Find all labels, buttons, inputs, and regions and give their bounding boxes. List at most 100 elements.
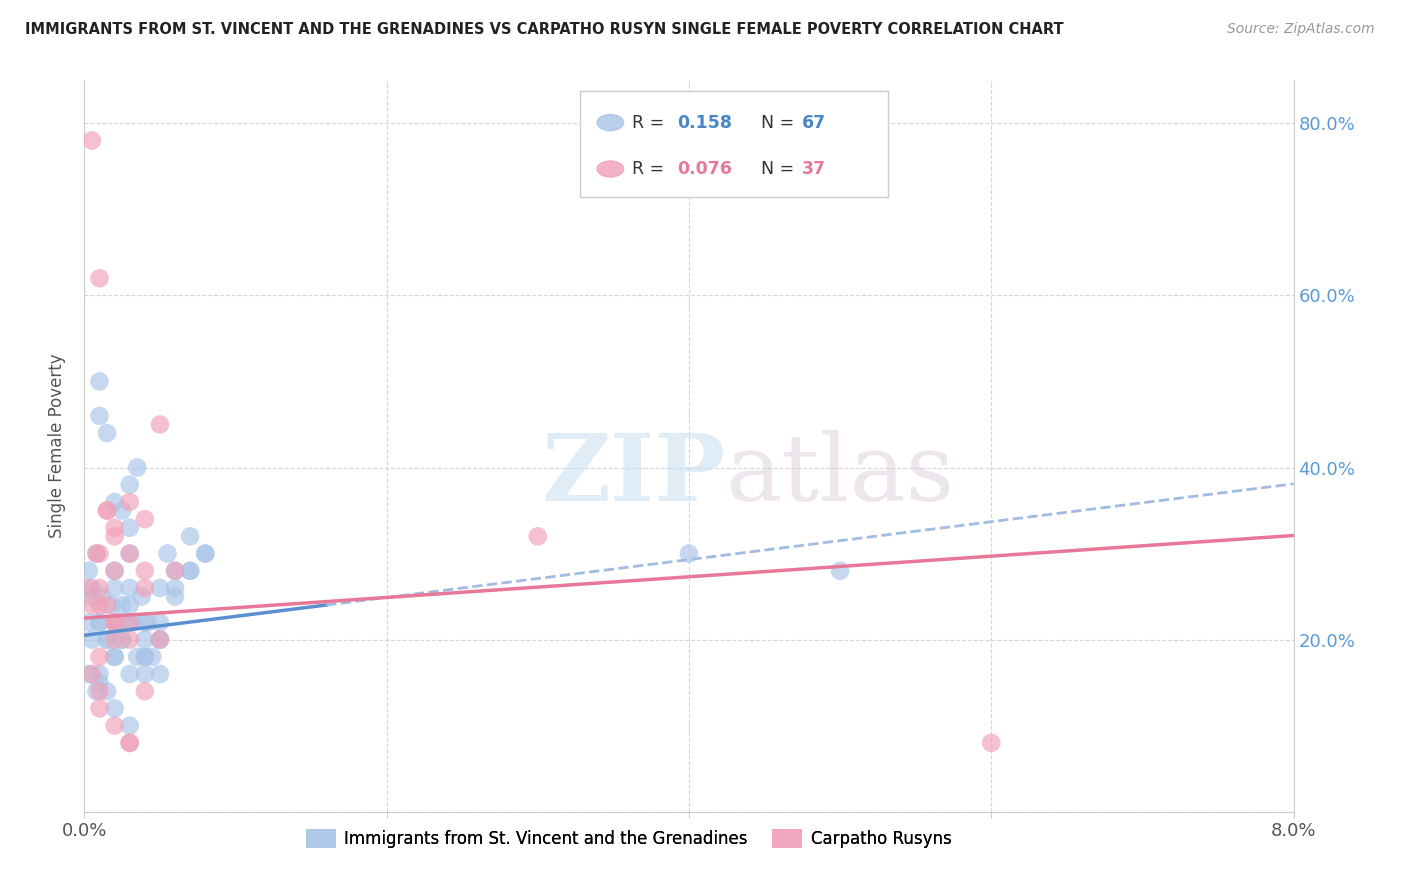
Point <box>96 632 118 647</box>
Point <box>149 581 172 595</box>
Point <box>107 615 129 630</box>
Point <box>104 649 127 664</box>
Point <box>127 460 149 475</box>
Text: Source: ZipAtlas.com: Source: ZipAtlas.com <box>1227 22 1375 37</box>
Point <box>527 529 550 543</box>
Point <box>149 667 172 681</box>
Point <box>134 649 156 664</box>
Text: 67: 67 <box>801 113 825 131</box>
Point <box>89 649 111 664</box>
Point <box>104 581 127 595</box>
Text: IMMIGRANTS FROM ST. VINCENT AND THE GRENADINES VS CARPATHO RUSYN SINGLE FEMALE P: IMMIGRANTS FROM ST. VINCENT AND THE GREN… <box>25 22 1064 37</box>
Point <box>179 529 201 543</box>
Point <box>96 632 118 647</box>
Point <box>77 667 100 681</box>
Point <box>141 649 163 664</box>
Point <box>104 495 127 509</box>
Point <box>134 581 156 595</box>
Point <box>89 547 111 561</box>
Text: 0.076: 0.076 <box>676 160 731 178</box>
Point <box>127 649 149 664</box>
Text: atlas: atlas <box>725 430 955 520</box>
Point <box>118 615 141 630</box>
Point <box>91 590 114 604</box>
Point <box>89 675 111 690</box>
Text: R =: R = <box>633 113 669 131</box>
Point <box>149 632 172 647</box>
Point <box>89 667 111 681</box>
Point <box>118 495 141 509</box>
Point <box>96 503 118 517</box>
Point <box>111 632 134 647</box>
Point <box>165 590 187 604</box>
Point <box>678 547 700 561</box>
Point <box>118 477 141 491</box>
Point <box>118 547 141 561</box>
Point <box>980 736 1002 750</box>
Point <box>118 615 141 630</box>
Point <box>96 598 118 612</box>
Point <box>118 667 141 681</box>
Point <box>89 684 111 698</box>
Text: 37: 37 <box>801 160 825 178</box>
Point <box>89 375 111 389</box>
Point <box>194 547 217 561</box>
Point <box>111 632 134 647</box>
Text: ZIP: ZIP <box>541 430 725 520</box>
Point <box>100 598 122 612</box>
Point <box>80 667 103 681</box>
Point <box>134 632 156 647</box>
Point <box>86 547 108 561</box>
Point <box>149 632 172 647</box>
Point <box>136 615 159 630</box>
Point <box>134 512 156 526</box>
Text: N =: N = <box>762 113 800 131</box>
Y-axis label: Single Female Poverty: Single Female Poverty <box>48 354 66 538</box>
Point <box>77 564 100 578</box>
Circle shape <box>598 114 624 130</box>
Point <box>104 521 127 535</box>
Point <box>89 615 111 630</box>
Point <box>96 426 118 441</box>
Point <box>89 271 111 285</box>
Point <box>89 701 111 715</box>
Point <box>134 667 156 681</box>
Point <box>104 615 127 630</box>
Text: R =: R = <box>633 160 669 178</box>
Point <box>104 564 127 578</box>
Point <box>104 529 127 543</box>
Point <box>118 598 141 612</box>
Point <box>104 649 127 664</box>
Point <box>118 632 141 647</box>
Point <box>80 598 103 612</box>
Point <box>89 581 111 595</box>
Point <box>118 719 141 733</box>
Point <box>194 547 217 561</box>
Point <box>165 564 187 578</box>
Point <box>149 632 172 647</box>
Point <box>165 581 187 595</box>
Text: N =: N = <box>762 160 800 178</box>
Point <box>89 409 111 423</box>
Point <box>134 615 156 630</box>
Point <box>118 581 141 595</box>
Point <box>104 615 127 630</box>
Point <box>104 701 127 715</box>
Point <box>111 503 134 517</box>
Point <box>179 564 201 578</box>
Point <box>118 521 141 535</box>
Point <box>77 581 100 595</box>
Point <box>80 590 103 604</box>
Point <box>134 649 156 664</box>
Legend: Immigrants from St. Vincent and the Grenadines, Carpatho Rusyns: Immigrants from St. Vincent and the Gren… <box>299 822 957 855</box>
Point <box>121 615 143 630</box>
Point <box>80 581 103 595</box>
Point <box>80 632 103 647</box>
Point <box>96 684 118 698</box>
Point <box>80 134 103 148</box>
Point <box>118 736 141 750</box>
Point <box>111 598 134 612</box>
Point <box>86 547 108 561</box>
Point <box>149 615 172 630</box>
Point <box>134 564 156 578</box>
